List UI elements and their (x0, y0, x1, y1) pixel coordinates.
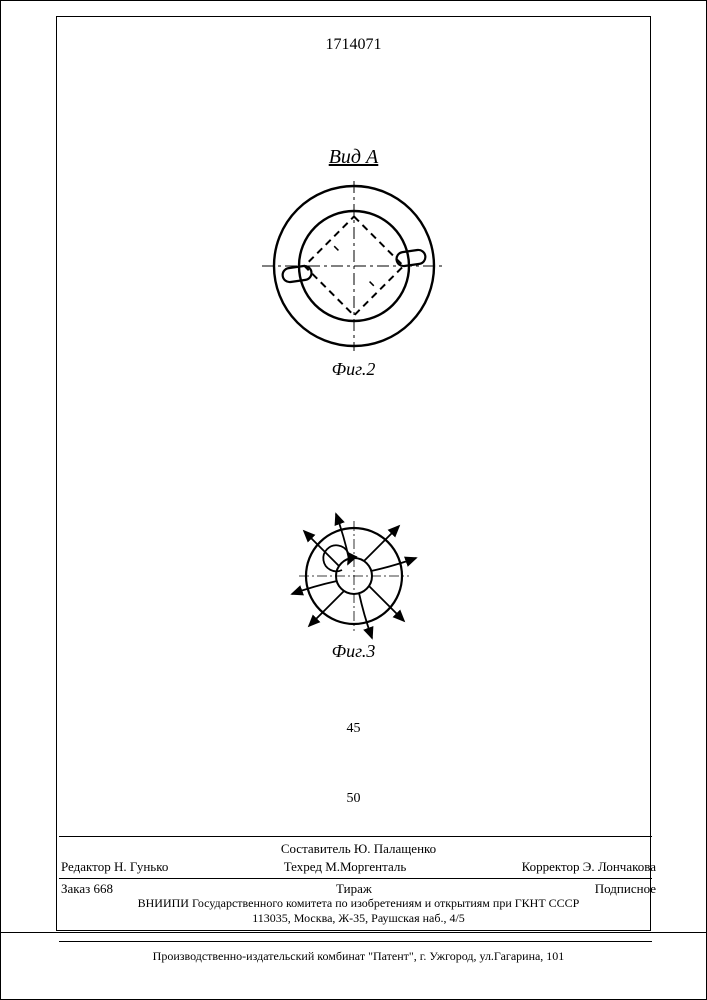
credits-row: Редактор Н. Гунько Техред М.Моргенталь К… (61, 859, 656, 875)
figure-3-diagram (274, 506, 434, 646)
techred-credit: Техред М.Моргенталь (284, 859, 407, 875)
editor-credit: Редактор Н. Гунько (61, 859, 168, 875)
view-a-title: Вид А (1, 146, 706, 169)
line-number-50: 50 (1, 791, 706, 807)
line-number-45: 45 (1, 721, 706, 737)
address-line: 113035, Москва, Ж-35, Раушская наб., 4/5 (61, 911, 656, 926)
document-number: 1714071 (1, 36, 706, 54)
footer-line: Производственно-издательский комбинат "П… (61, 949, 656, 964)
page-frame: 1714071 Вид А Фиг.2 (0, 0, 707, 1000)
divider-2 (59, 878, 652, 879)
org-line: ВНИИПИ Государственного комитета по изоб… (61, 896, 656, 911)
figure-3-label: Фиг.3 (1, 641, 706, 662)
order-number: Заказ 668 (61, 881, 113, 897)
tirazh-label: Тираж (336, 881, 372, 897)
divider-1 (59, 836, 652, 837)
divider-4 (59, 941, 652, 942)
figure-2-label: Фиг.2 (1, 359, 706, 380)
figure-2-diagram (254, 176, 454, 356)
compiler-credit: Составитель Ю. Палащенко (61, 841, 656, 857)
divider-3 (1, 932, 706, 933)
podpisnoe-label: Подписное (595, 881, 656, 897)
corrector-credit: Корректор Э. Лончакова (522, 859, 656, 875)
pubinfo-row: Заказ 668 Тираж Подписное (61, 881, 656, 897)
